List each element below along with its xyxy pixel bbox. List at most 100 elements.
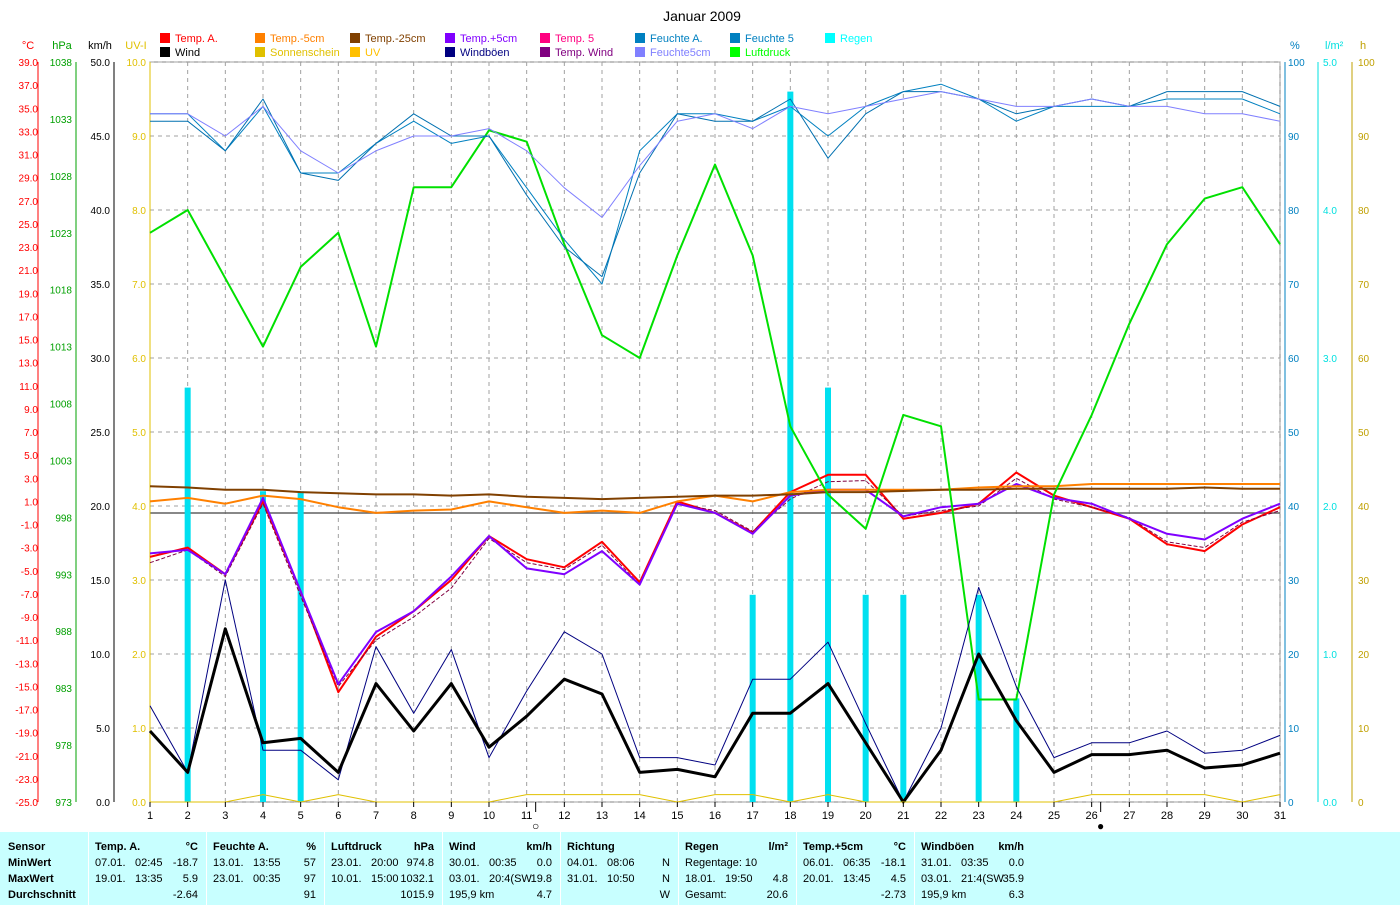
x-tick-label: 27 (1123, 810, 1135, 822)
summary-date: 31.01. (921, 857, 952, 869)
summary-time: 10:50 (607, 873, 635, 885)
tick-label-humidity: 20 (1288, 650, 1300, 661)
x-tick-label: 17 (747, 810, 759, 822)
x-tick-label: 26 (1086, 810, 1098, 822)
legend-label: UV (365, 47, 381, 59)
legend-swatch (445, 47, 455, 57)
tick-label-temp: 5.0 (24, 451, 38, 462)
summary-value: -18.7 (172, 857, 198, 869)
left-axes: 39.0 37.0 35.0 33.0 31.0 29.0 27.0 25.0 23.0 21.0… (15, 58, 151, 809)
legend-label: Windböen (460, 47, 510, 59)
tick-label-temp: -9.0 (21, 613, 39, 624)
summary-date: 10.01. (331, 873, 362, 885)
summary-time: 13:35 (135, 873, 163, 885)
x-tick-label: 5 (298, 810, 304, 822)
summary-title-regen: Regen (685, 841, 719, 853)
summary-time: 03:35 (961, 857, 989, 869)
x-tick-label: 28 (1161, 810, 1173, 822)
tick-label-uv: 1.0 (132, 724, 146, 735)
summary-time: 15:00 (371, 873, 399, 885)
tick-label-sun: 0 (1358, 798, 1364, 809)
series-line-sonnenschein (150, 794, 1281, 803)
tick-label-uv: 0.0 (132, 798, 146, 809)
tick-label-temp: -19.0 (15, 729, 38, 740)
tick-label-humidity: 30 (1288, 576, 1300, 587)
summary-unit-feuchte_a: % (306, 841, 316, 853)
tick-label-temp: 33.0 (19, 127, 39, 138)
tick-label-rain: 2.0 (1323, 502, 1337, 513)
summary-value: N (662, 873, 670, 885)
legend-swatch (635, 33, 645, 43)
tick-label-temp: -17.0 (15, 706, 38, 717)
tick-label-temp: -11.0 (16, 636, 38, 647)
summary-date: 31.01. (567, 873, 598, 885)
rain-bar (825, 387, 831, 802)
summary-date: 20.01. (803, 873, 834, 885)
legend-label: Temp.-25cm (365, 33, 426, 45)
x-tick-label: 21 (897, 810, 909, 822)
chart-title: Januar 2009 (663, 8, 741, 24)
series-lines (148, 83, 1281, 804)
tick-label-pressure: 1028 (50, 172, 73, 183)
summary-title-temp_a: Temp. A. (95, 841, 141, 853)
summary-value: N (662, 857, 670, 869)
tick-label-temp: 11.0 (19, 382, 38, 393)
legend-swatch (540, 33, 550, 43)
tick-label-wind: 10.0 (91, 650, 111, 661)
tick-label-humidity: 80 (1288, 206, 1300, 217)
x-tick-label: 11 (521, 810, 532, 822)
tick-label-temp: 3.0 (24, 474, 38, 485)
summary-title-feuchte_a: Feuchte A. (213, 841, 269, 853)
summary-value: 0.0 (536, 857, 552, 869)
tick-label-sun: 40 (1358, 502, 1370, 513)
tick-label-rain: 3.0 (1323, 354, 1337, 365)
tick-label-uv: 6.0 (132, 354, 146, 365)
x-tick-label: 3 (222, 810, 228, 822)
tick-label-temp: 17.0 (19, 312, 39, 323)
series-line-temp-5cm (149, 483, 1281, 686)
x-tick-label: 31 (1274, 810, 1286, 822)
summary-date: 195,9 km (921, 889, 967, 901)
summary-value: 19.8 (530, 873, 552, 885)
tick-label-pressure: 988 (55, 627, 72, 638)
summary-col-wind: Wind km/h 30.01. 00:35 0.0 03.01. 20:4(SW 19.8 1… (442, 832, 560, 905)
tick-label-temp: 7.0 (24, 428, 38, 439)
tick-label-pressure: 1003 (50, 456, 73, 467)
rain-bar (260, 491, 266, 802)
x-tick-label: 7 (373, 810, 379, 822)
tick-label-temp: -13.0 (15, 659, 38, 670)
axis-unit-sun: h (1360, 40, 1366, 52)
tick-label-sun: 100 (1358, 58, 1375, 69)
summary-value: 4.7 (536, 889, 552, 901)
summary-time: 00:35 (489, 857, 517, 869)
tick-label-pressure: 1008 (50, 400, 73, 411)
tick-label-temp: -7.0 (21, 590, 39, 601)
x-tick-label: 4 (260, 810, 266, 822)
tick-label-pressure: 973 (55, 798, 72, 809)
axis-unit-uv: UV-I (125, 40, 146, 52)
tick-label-wind: 0.0 (96, 798, 110, 809)
tick-label-humidity: 50 (1288, 428, 1300, 439)
summary-time: 20:00 (371, 857, 399, 869)
x-tick-label: 25 (1048, 810, 1060, 822)
legend-label: Feuchte 5 (745, 33, 794, 45)
x-tick-label: 9 (448, 810, 454, 822)
x-tick-label: 13 (596, 810, 608, 822)
tick-label-uv: 5.0 (132, 428, 146, 439)
summary-value: 91 (303, 889, 316, 901)
tick-label-pressure: 1018 (50, 286, 73, 297)
summary-value: 57 (303, 857, 316, 869)
x-tick-label: 29 (1199, 810, 1211, 822)
tick-label-wind: 45.0 (91, 132, 111, 143)
summary-date: 13.01. (213, 857, 244, 869)
summary-label-avg: Durchschnitt (8, 889, 76, 901)
summary-date: 23.01. (213, 873, 244, 885)
x-tick-label: 10 (483, 810, 495, 822)
axis-unit-humidity: % (1290, 40, 1300, 52)
tick-label-wind: 30.0 (91, 354, 111, 365)
tick-label-uv: 9.0 (132, 132, 146, 143)
summary-unit-temp_a: °C (185, 841, 198, 853)
summary-date: 23.01. (331, 857, 362, 869)
legend-swatch (730, 47, 740, 57)
tick-label-humidity: 100 (1288, 58, 1305, 69)
